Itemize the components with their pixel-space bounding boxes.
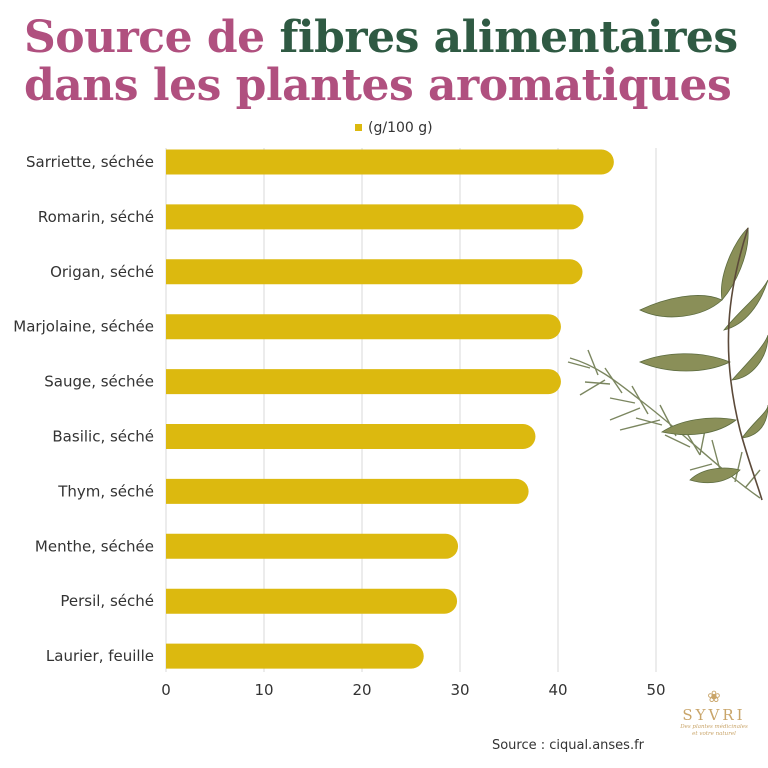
bar — [166, 314, 561, 340]
category-label: Marjolaine, séchée — [13, 318, 154, 336]
legend-swatch — [355, 124, 362, 131]
x-tick-label: 10 — [254, 681, 273, 699]
title-line-2: dans les plantes aromatiques — [24, 60, 732, 111]
lotus-icon: ❀ — [707, 689, 721, 706]
x-tick-label: 40 — [548, 681, 567, 699]
x-tick-label: 50 — [646, 681, 665, 699]
logo-brand: SYVRI — [682, 706, 746, 724]
x-tick-labels: 0 10 20 30 40 50 — [161, 681, 665, 699]
bar — [166, 369, 561, 395]
logo-tagline-2: et votre naturel — [692, 731, 736, 737]
chart-title: Source de fibres alimentaires dans les p… — [24, 14, 744, 110]
logo-tagline-1: Des plantes médicinales — [680, 724, 748, 730]
bar — [166, 588, 458, 614]
herb-sprig-illustration — [567, 227, 768, 501]
category-labels: Sarriette, séchée Romarin, séché Origan, s… — [13, 153, 154, 665]
category-label: Basilic, séché — [52, 428, 154, 446]
x-tick-label: 0 — [161, 681, 171, 699]
title-part-1: Source de — [24, 12, 280, 63]
x-tick-label: 20 — [352, 681, 371, 699]
bar — [166, 643, 424, 669]
category-label: Romarin, séché — [38, 208, 154, 226]
legend-label: (g/100 g) — [368, 120, 433, 136]
grid-lines — [165, 148, 657, 672]
bar — [166, 533, 459, 559]
category-label: Origan, séché — [50, 263, 154, 281]
category-label: Menthe, séchée — [35, 537, 154, 555]
category-label: Sarriette, séchée — [26, 153, 154, 171]
bar — [166, 259, 583, 285]
brand-logo: ❀ SYVRI Des plantes médicinales et votre… — [672, 690, 756, 750]
category-label: Sauge, séchée — [44, 373, 154, 391]
bar — [166, 204, 584, 230]
bar — [166, 424, 536, 449]
title-part-2: fibres alimentaires — [279, 12, 738, 63]
category-label: Persil, séché — [60, 592, 154, 610]
source-note: Source : ciqual.anses.fr — [491, 738, 644, 753]
legend: (g/100 g) — [355, 120, 433, 136]
category-label: Thym, séché — [57, 482, 154, 500]
bar — [166, 478, 529, 504]
x-tick-label: 30 — [450, 681, 469, 699]
category-label: Laurier, feuille — [46, 647, 154, 665]
bar — [166, 149, 614, 175]
bars — [166, 149, 614, 669]
